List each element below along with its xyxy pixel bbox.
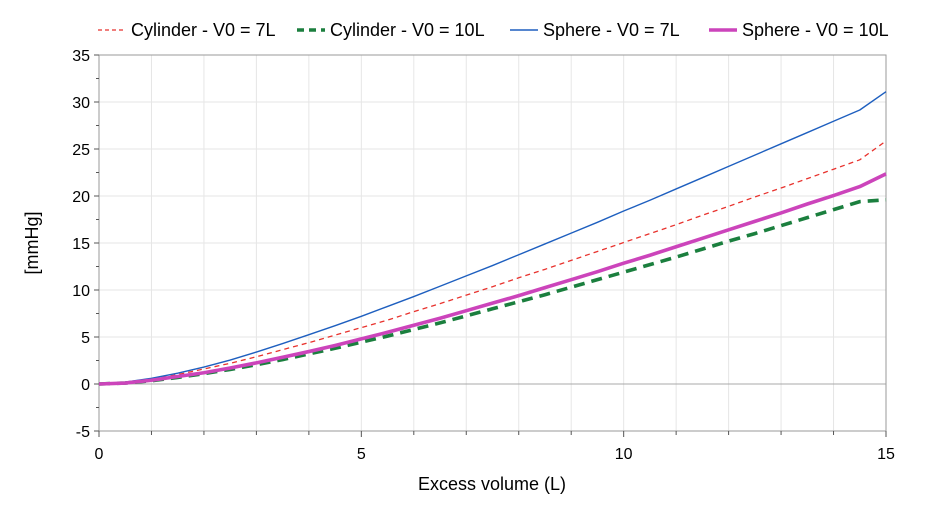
series-lines bbox=[98, 91, 887, 386]
series-line-4 bbox=[98, 172, 887, 386]
x-tick-label: 10 bbox=[615, 446, 633, 463]
x-axis-title: Excess volume (L) bbox=[418, 474, 566, 494]
series-line-3 bbox=[98, 91, 887, 385]
y-tick-label: 5 bbox=[81, 330, 90, 347]
axis-ticks: 0 5 10 15 -5 0 5 10 15 20 25 30 35 bbox=[72, 48, 895, 463]
legend-label-4: Sphere - V0 = 10L bbox=[742, 20, 889, 40]
y-tick-label: 30 bbox=[72, 95, 90, 112]
x-tick-label: 5 bbox=[357, 446, 366, 463]
y-tick-label: 25 bbox=[72, 142, 90, 159]
y-tick-label: 15 bbox=[72, 236, 90, 253]
y-tick-label: 35 bbox=[72, 48, 90, 65]
y-tick-label: 10 bbox=[72, 283, 90, 300]
y-tick-label: 0 bbox=[81, 377, 90, 394]
y-axis-title: [mmHg] bbox=[22, 212, 42, 275]
series-line-1 bbox=[98, 140, 887, 385]
legend: Cylinder - V0 = 7L Cylinder - V0 = 10L Sph… bbox=[98, 20, 889, 40]
y-tick-label: -5 bbox=[76, 424, 90, 441]
series-line-2 bbox=[98, 197, 887, 386]
y-tick-label: 20 bbox=[72, 189, 90, 206]
legend-label-1: Cylinder - V0 = 7L bbox=[131, 20, 276, 40]
x-tick-label: 0 bbox=[95, 446, 104, 463]
grid bbox=[98, 54, 887, 432]
legend-label-3: Sphere - V0 = 7L bbox=[543, 20, 680, 40]
x-tick-label: 15 bbox=[877, 446, 895, 463]
legend-label-2: Cylinder - V0 = 10L bbox=[330, 20, 485, 40]
